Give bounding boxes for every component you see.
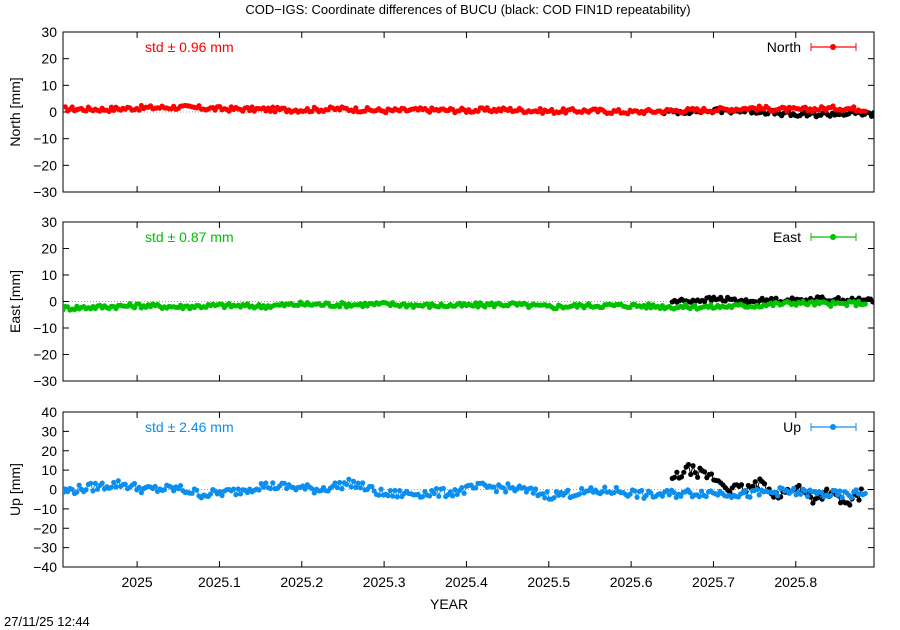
east-std-label: std ± 0.87 mm xyxy=(145,229,234,245)
up-data-point xyxy=(219,492,225,499)
east-ytick-label: −20 xyxy=(33,347,57,363)
north-ytick-label: −10 xyxy=(33,131,57,147)
up-data-point xyxy=(194,487,200,493)
up-data-point xyxy=(858,486,864,492)
up-ytick-label: −40 xyxy=(33,559,57,575)
north-ytick-label: −20 xyxy=(33,157,57,173)
up-data-point xyxy=(161,487,168,493)
up-ytick-label: 0 xyxy=(49,482,57,498)
x-tick-label: 2025.4 xyxy=(445,574,488,590)
timestamp: 27/11/25 12:44 xyxy=(4,614,90,629)
x-axis-label: YEAR xyxy=(430,596,469,612)
x-tick-label: 2025.8 xyxy=(774,574,817,590)
up-ytick-label: 30 xyxy=(41,423,57,439)
up-legend-label: Up xyxy=(783,419,801,435)
x-tick-label: 2025.3 xyxy=(363,574,406,590)
east-ytick-label: −10 xyxy=(33,320,57,336)
up-data-point xyxy=(862,490,868,497)
up-data-point xyxy=(235,486,241,492)
x-tick-label: 2025.6 xyxy=(610,574,653,590)
north-std-label: std ± 0.96 mm xyxy=(145,39,234,55)
up-ytick-label: −20 xyxy=(33,520,57,536)
east-series-group xyxy=(63,294,874,313)
up-ytick-label: −30 xyxy=(33,540,57,556)
north-data-point xyxy=(226,108,232,114)
up-data-point xyxy=(152,483,158,490)
up-data-point xyxy=(177,482,184,489)
up-legend-marker xyxy=(830,424,836,430)
x-tick-label: 2025.7 xyxy=(692,574,735,590)
east-ytick-label: −30 xyxy=(33,373,57,389)
east-legend-marker xyxy=(830,234,836,240)
east-legend-label: East xyxy=(773,229,801,245)
east-data-point xyxy=(870,299,874,305)
north-data-point xyxy=(871,110,874,116)
north-ytick-label: 20 xyxy=(41,51,57,67)
north-y-axis-label: North [mm] xyxy=(7,77,23,146)
north-ytick-label: −30 xyxy=(33,184,57,200)
north-data-point xyxy=(249,104,255,110)
up-y-axis-label: Up [mm] xyxy=(7,463,23,516)
up-ytick-label: 40 xyxy=(41,404,57,420)
up-ytick-label: 10 xyxy=(41,462,57,478)
x-tick-label: 2025.5 xyxy=(527,574,570,590)
east-ytick-label: 10 xyxy=(41,267,57,283)
east-ytick-label: 0 xyxy=(49,294,57,310)
north-legend-label: North xyxy=(767,39,801,55)
east-data-point xyxy=(862,301,868,307)
north-ytick-label: 0 xyxy=(49,104,57,120)
chart-title: COD−IGS: Coordinate differences of BUCU … xyxy=(245,2,691,17)
x-tick-label: 2025.1 xyxy=(198,574,241,590)
north-ytick-label: 10 xyxy=(41,77,57,93)
east-y-axis-label: East [mm] xyxy=(7,270,23,333)
east-ytick-label: 20 xyxy=(41,241,57,257)
east-ytick-label: 30 xyxy=(41,214,57,230)
north-data-point xyxy=(862,108,868,114)
north-ytick-label: 30 xyxy=(41,24,57,40)
north-series-group xyxy=(63,102,874,120)
up-series-group xyxy=(63,461,868,508)
up-data-point xyxy=(233,492,239,498)
x-tick-label: 2025 xyxy=(122,574,153,590)
up-ytick-label: −10 xyxy=(33,501,57,517)
x-tick-label: 2025.2 xyxy=(280,574,323,590)
north-data-point xyxy=(136,107,142,113)
north-legend-marker xyxy=(830,44,836,50)
up-std-label: std ± 2.46 mm xyxy=(145,419,234,435)
up-data-point xyxy=(136,484,142,490)
up-ytick-label: 20 xyxy=(41,443,57,459)
